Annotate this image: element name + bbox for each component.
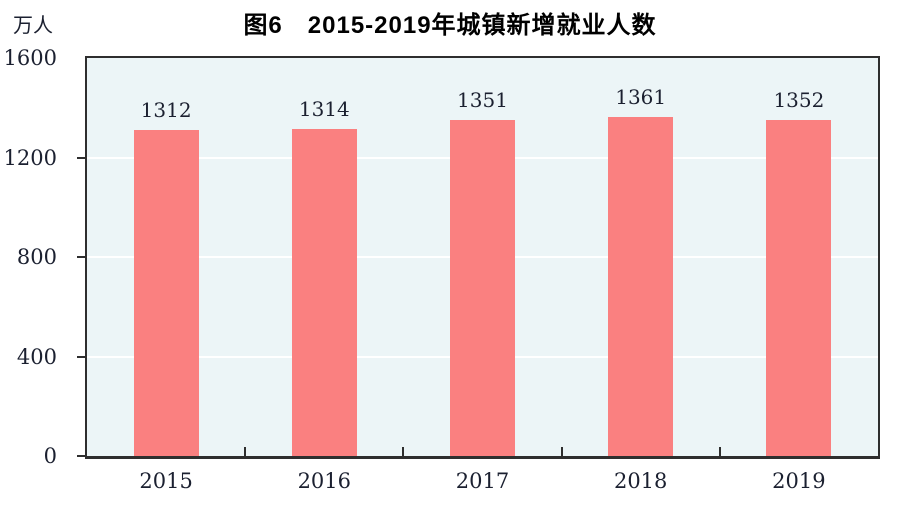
x-tick-label-2015: 2015	[139, 469, 193, 493]
y-tick-label-0: 0	[43, 444, 57, 468]
plot-inner: 1312 1314 1351 1361 1352	[87, 58, 878, 456]
x-tick-label-2017: 2017	[455, 469, 510, 493]
bar-2019	[766, 119, 832, 456]
x-tick-label-2018: 2018	[613, 469, 668, 493]
x-boundary-tick	[560, 447, 563, 456]
y-tick-mark-0	[77, 455, 85, 457]
plot-area: 1312 1314 1351 1361 1352	[85, 56, 880, 459]
bar-value-label-2017: 1351	[457, 87, 508, 112]
chart-title: 图6 2015-2019年城镇新增就业人数	[243, 12, 657, 39]
y-tick-label-400: 400	[16, 344, 57, 369]
x-boundary-tick	[718, 447, 721, 456]
x-boundary-tick	[402, 447, 405, 456]
y-tick-mark-400	[77, 355, 85, 358]
y-tick-label-1200: 1200	[3, 145, 57, 170]
bar-value-label-2018: 1361	[615, 85, 667, 110]
bar-value-label-2015: 1312	[140, 97, 192, 122]
bar-2016	[291, 129, 357, 456]
y-axis-unit-label: 万人	[13, 13, 53, 37]
bar-2015	[133, 129, 199, 456]
y-tick-mark-1200	[77, 156, 85, 159]
bar-2018	[608, 117, 674, 456]
bar-2017	[450, 119, 515, 456]
bar-value-label-2016: 1314	[298, 97, 350, 122]
x-tick-label-2016: 2016	[297, 469, 352, 493]
x-boundary-tick	[244, 447, 247, 456]
y-tick-label-1600: 1600	[3, 46, 57, 70]
y-tick-label-800: 800	[16, 245, 57, 269]
x-tick-label-2019: 2019	[772, 469, 826, 493]
bar-value-label-2019: 1352	[773, 87, 825, 112]
y-tick-mark-800	[77, 256, 85, 258]
